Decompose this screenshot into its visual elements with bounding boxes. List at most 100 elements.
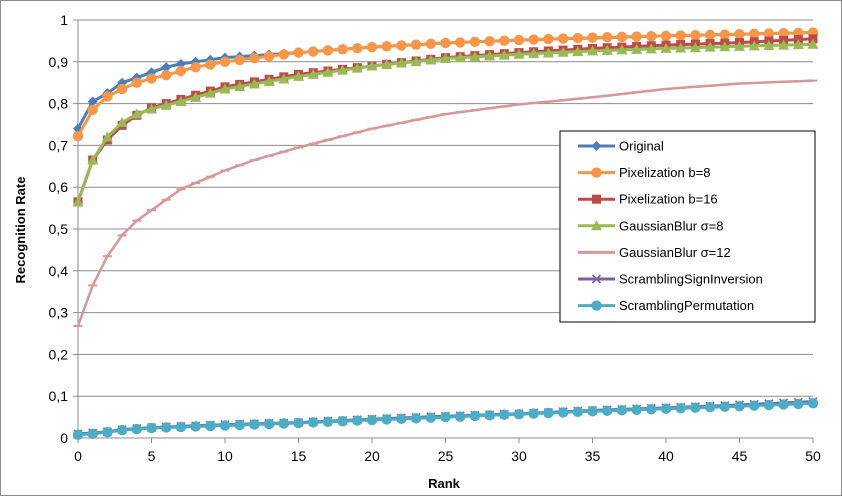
- data-point: [249, 419, 260, 430]
- data-point: [366, 414, 378, 426]
- data-point: [454, 52, 466, 63]
- data-point: [660, 403, 672, 414]
- legend: Original Pixelization b=8 Pixelization b=1…: [559, 130, 816, 323]
- x-tick-label: 40: [658, 448, 674, 464]
- data-point: [234, 80, 246, 91]
- data-point: [307, 68, 319, 79]
- data-point: [410, 39, 422, 50]
- data-point: [675, 42, 687, 53]
- x-tick-labels: 0 5 10 15 20 25 30 35 40 45 50: [74, 448, 821, 464]
- data-point: [366, 60, 378, 71]
- data-point: [161, 62, 172, 73]
- data-point: [499, 409, 510, 420]
- data-point: [396, 40, 407, 51]
- data-point: [778, 39, 790, 50]
- legend-label: Original: [619, 139, 664, 154]
- data-point: [455, 411, 466, 422]
- data-point: [366, 41, 378, 53]
- data-point: [410, 413, 422, 424]
- series-6: [72, 398, 819, 440]
- y-tick-label: 0,6: [49, 179, 69, 195]
- data-point: [660, 42, 672, 53]
- data-point: [190, 91, 202, 102]
- y-tick-label: 0,7: [49, 137, 69, 153]
- data-point: [660, 30, 672, 42]
- data-point: [87, 154, 99, 165]
- data-point: [131, 77, 142, 88]
- data-point: [308, 417, 319, 428]
- data-point: [763, 39, 775, 50]
- legend-item: Original: [578, 139, 664, 154]
- data-point: [690, 402, 701, 413]
- data-point: [572, 46, 584, 57]
- data-point: [469, 36, 481, 48]
- series-4: [73, 79, 818, 327]
- data-point: [425, 412, 436, 423]
- data-point: [704, 29, 716, 41]
- data-point: [601, 44, 613, 55]
- data-point: [381, 41, 392, 52]
- series-3: [72, 38, 819, 207]
- data-point: [719, 29, 730, 40]
- data-point: [249, 52, 260, 64]
- data-point: [543, 33, 554, 45]
- data-point: [455, 37, 466, 48]
- data-point: [87, 428, 98, 440]
- data-point: [513, 34, 525, 46]
- data-point: [631, 43, 643, 54]
- data-point: [675, 403, 686, 414]
- data-point: [631, 31, 642, 42]
- data-point: [234, 54, 245, 66]
- data-point: [146, 103, 157, 114]
- data-point: [396, 413, 407, 425]
- data-point: [146, 422, 157, 434]
- data-point: [337, 44, 348, 55]
- data-point: [322, 45, 334, 56]
- data-point: [322, 66, 334, 77]
- data-point: [146, 73, 157, 84]
- y-tick-label: 0,8: [49, 96, 69, 112]
- data-point: [263, 51, 275, 62]
- data-point: [278, 418, 289, 429]
- x-tick-label: 15: [291, 448, 307, 464]
- data-point: [263, 418, 275, 430]
- data-point: [425, 54, 437, 65]
- y-tick-label: 0,5: [49, 221, 69, 237]
- data-point: [543, 407, 554, 419]
- data-point: [631, 404, 642, 415]
- legend-item: GaussianBlur σ=8: [578, 218, 724, 233]
- data-point: [591, 274, 602, 284]
- data-point: [381, 414, 392, 425]
- legend-label: ScramblingPermutation: [619, 298, 754, 313]
- legend-label: GaussianBlur σ=12: [619, 245, 731, 260]
- data-point: [592, 194, 601, 204]
- data-point: [308, 46, 319, 57]
- legend-item: Pixelization b=8: [578, 165, 710, 180]
- data-point: [395, 57, 407, 68]
- data-point: [87, 104, 98, 116]
- data-point: [219, 420, 231, 431]
- data-point: [337, 415, 348, 427]
- data-point: [322, 416, 334, 427]
- data-point: [807, 38, 819, 49]
- data-point: [778, 28, 789, 39]
- data-point: [484, 410, 495, 421]
- data-point: [131, 423, 142, 435]
- data-point: [557, 46, 569, 57]
- data-point: [587, 45, 598, 56]
- data-point: [572, 32, 583, 44]
- x-tick-label: 30: [511, 448, 527, 464]
- data-point: [102, 426, 113, 438]
- y-tick-labels: 0 0,1 0,2 0,3 0,4 0,5 0,6 0,7 0,8 0,9 1: [49, 12, 69, 446]
- data-point: [175, 58, 186, 69]
- data-point: [499, 35, 510, 46]
- data-point: [793, 398, 804, 410]
- legend-item: GaussianBlur σ=12: [578, 245, 731, 260]
- data-point: [646, 31, 657, 42]
- data-point: [116, 116, 128, 127]
- data-point: [646, 404, 657, 415]
- data-point: [234, 419, 245, 431]
- y-tick-label: 0,2: [49, 346, 69, 362]
- data-point: [205, 59, 216, 70]
- x-tick-label: 5: [148, 448, 156, 464]
